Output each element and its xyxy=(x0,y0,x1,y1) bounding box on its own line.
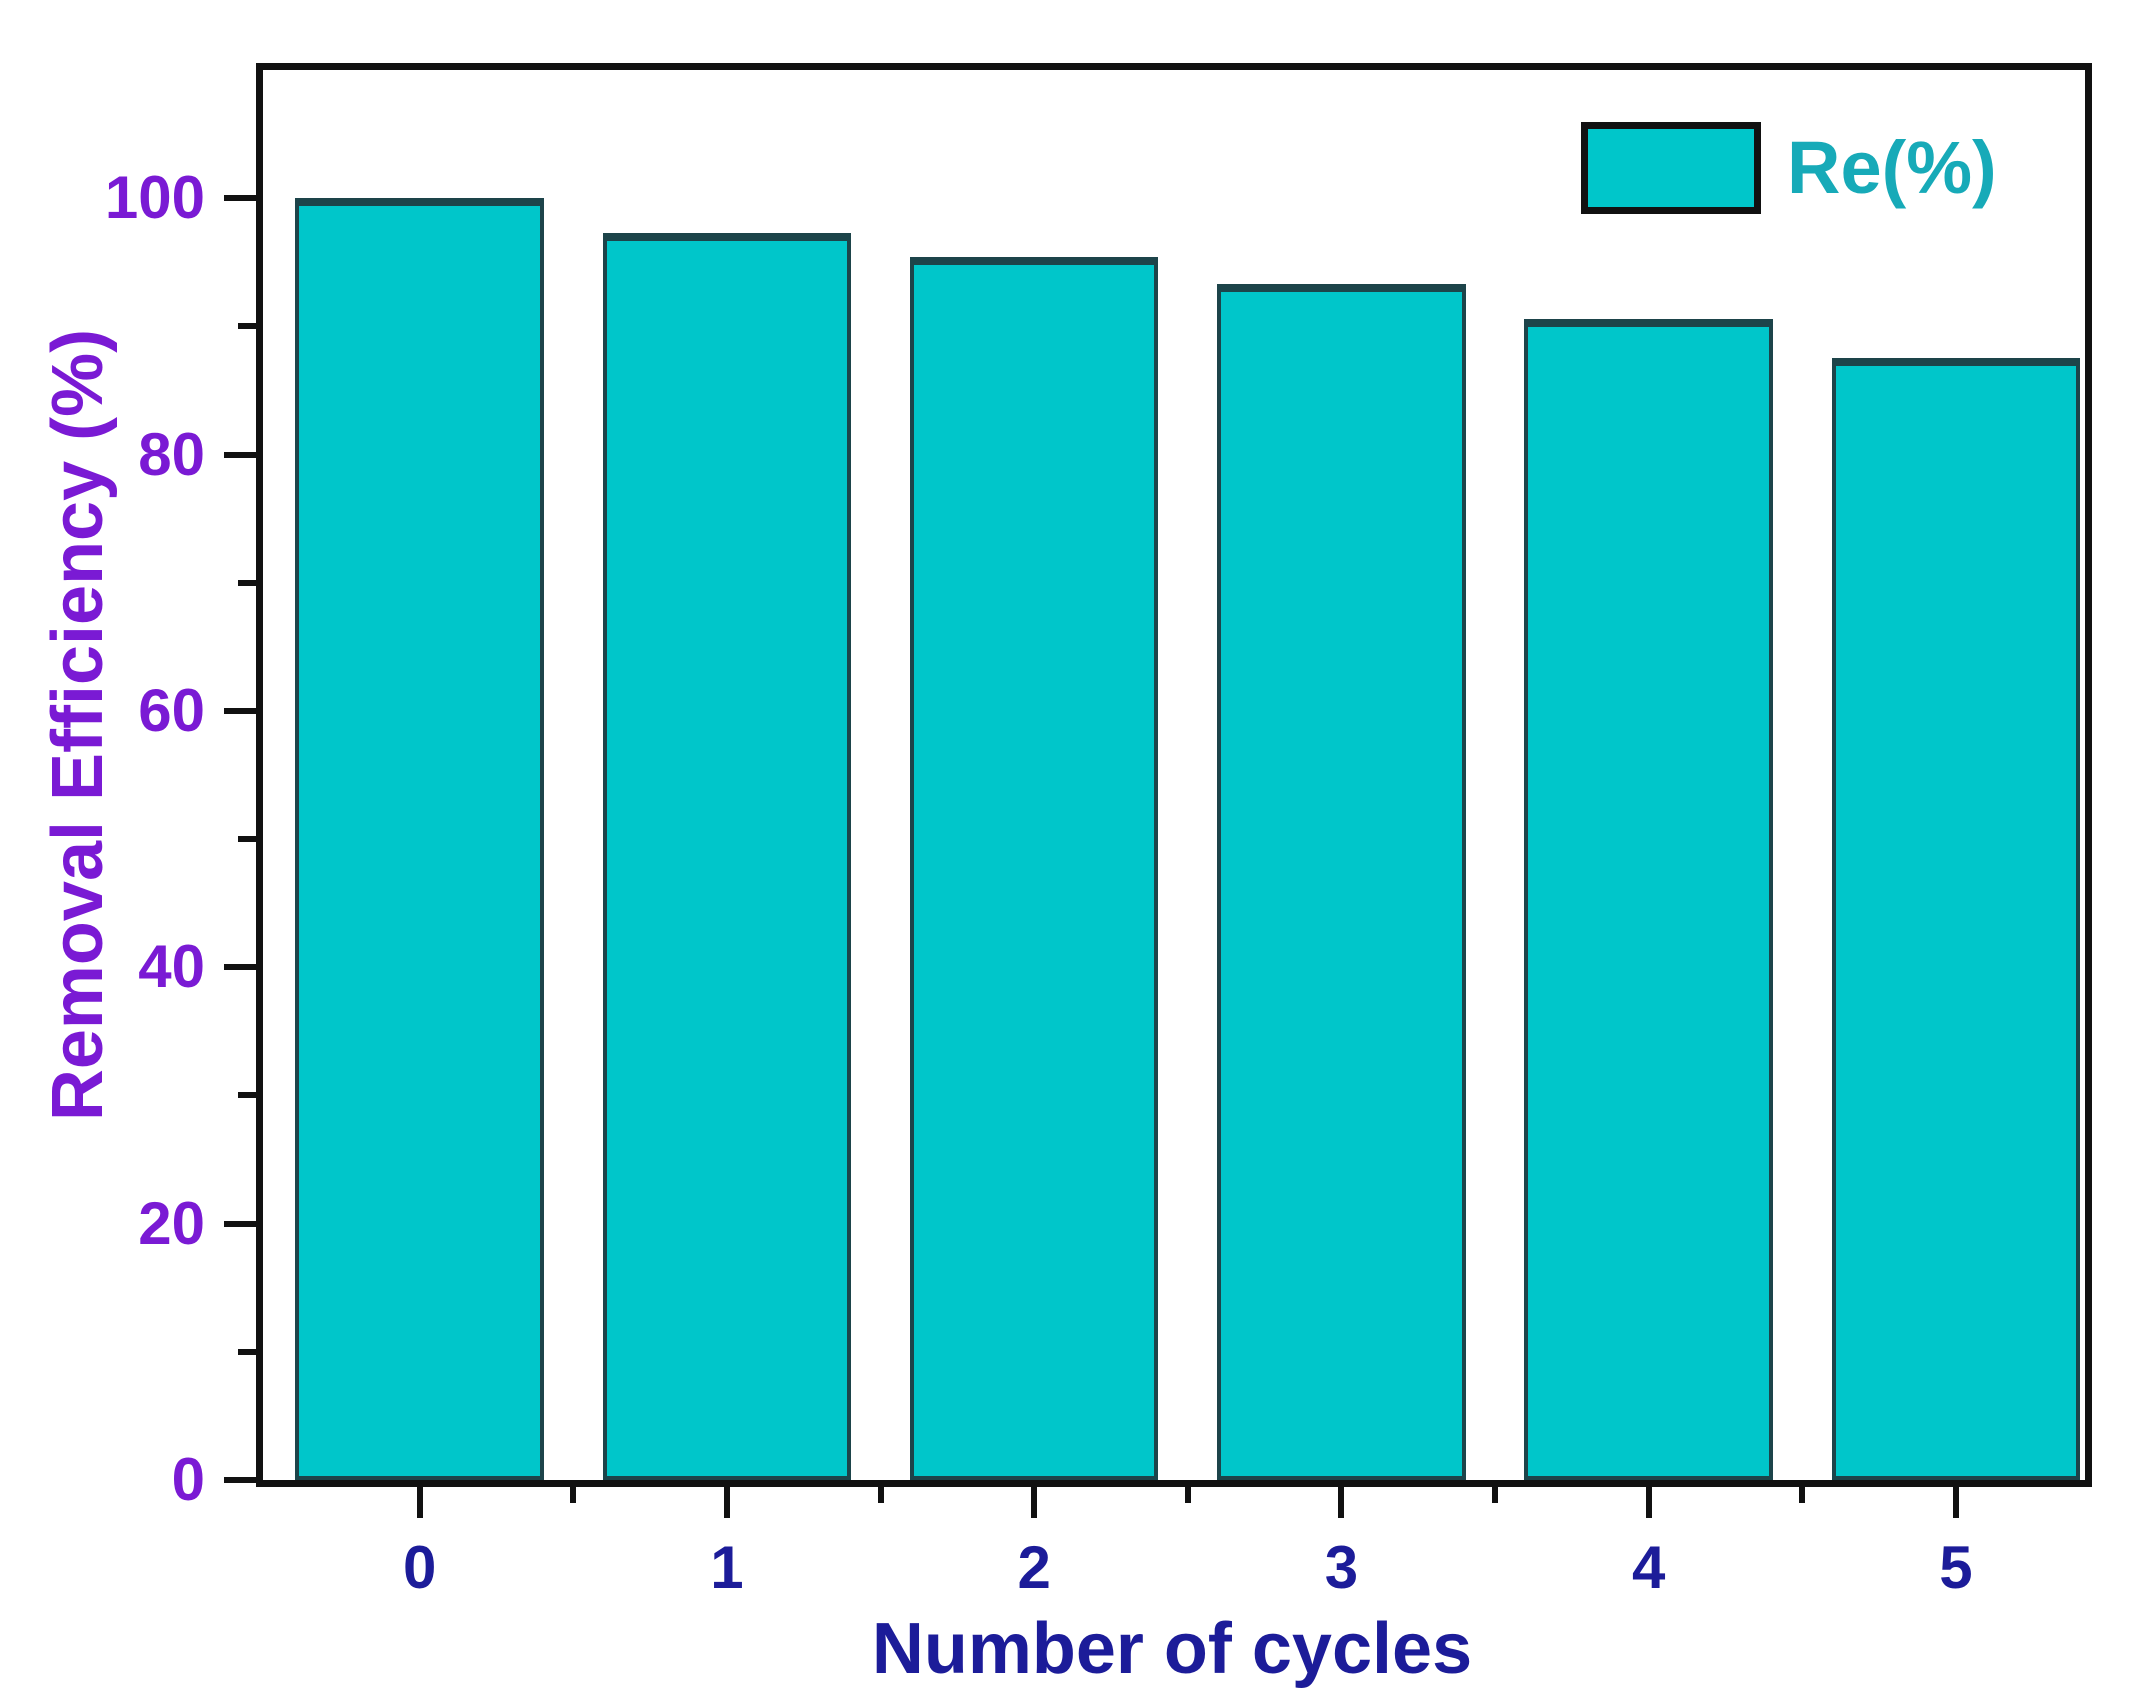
x-major-tick xyxy=(1338,1486,1345,1518)
y-minor-tick xyxy=(238,323,256,330)
x-major-tick xyxy=(1031,1486,1038,1518)
x-tick-label: 1 xyxy=(710,1534,744,1601)
bar-cycle-0 xyxy=(295,198,544,1480)
plot-area: 0 20 40 60 80 100 0 1 2 3 4 5 Re(%) xyxy=(105,70,2085,1598)
legend-label-re: Re(%) xyxy=(1787,126,1997,209)
y-tick-label: 100 xyxy=(104,164,205,232)
y-tick-label: 60 xyxy=(138,676,205,744)
bar-cycle-3 xyxy=(1217,284,1466,1480)
y-tick-label: 0 xyxy=(171,1446,205,1513)
y-major-tick xyxy=(224,451,256,458)
y-tick-label: 40 xyxy=(138,933,205,1001)
y-minor-tick xyxy=(238,1348,256,1355)
x-major-tick xyxy=(723,1486,730,1518)
x-minor-tick xyxy=(1492,1486,1499,1503)
x-minor-tick xyxy=(1184,1486,1191,1503)
y-major-tick xyxy=(224,195,256,202)
x-minor-tick xyxy=(877,1486,884,1503)
x-major-tick xyxy=(416,1486,423,1518)
legend: Re(%) xyxy=(1581,122,1997,214)
y-major-tick xyxy=(224,1477,256,1483)
y-tick-label: 80 xyxy=(138,420,205,488)
bar-cycle-5 xyxy=(1831,358,2081,1480)
x-major-tick xyxy=(1645,1486,1652,1518)
plot-frame: 0 20 40 60 80 100 0 1 2 3 4 5 Re(%) xyxy=(105,63,2092,1598)
legend-swatch-re xyxy=(1581,122,1761,214)
y-minor-tick xyxy=(238,836,256,843)
x-tick-label: 4 xyxy=(1632,1534,1666,1601)
y-major-tick xyxy=(224,707,256,714)
y-minor-tick xyxy=(238,579,256,586)
bar-cycle-4 xyxy=(1524,318,1773,1480)
bar-cycle-1 xyxy=(602,232,852,1480)
x-minor-tick xyxy=(570,1486,577,1503)
x-tick-label: 2 xyxy=(1017,1534,1051,1601)
x-axis-title: Number of cycles xyxy=(871,1609,1473,1689)
x-tick-label: 5 xyxy=(1939,1534,1973,1601)
y-tick-label: 20 xyxy=(138,1189,205,1257)
x-minor-tick xyxy=(1799,1486,1806,1503)
y-major-tick xyxy=(224,964,256,971)
y-major-tick xyxy=(224,1220,256,1227)
x-major-tick xyxy=(1952,1486,1959,1518)
x-tick-label: 0 xyxy=(403,1534,437,1601)
y-minor-tick xyxy=(238,1092,256,1099)
bar-cycle-2 xyxy=(909,257,1159,1480)
x-tick-label: 3 xyxy=(1324,1534,1359,1601)
